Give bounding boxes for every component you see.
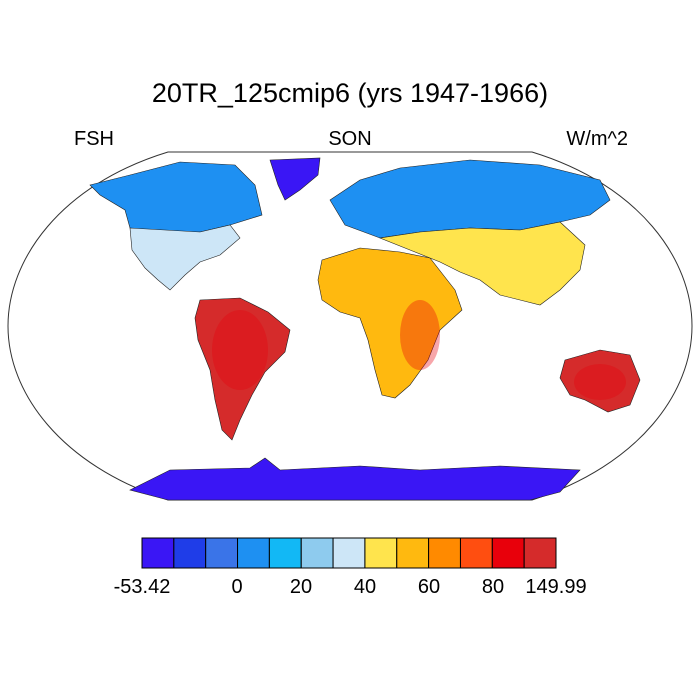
hot-spot-africa-east bbox=[400, 300, 440, 370]
colorbar-swatch-8 bbox=[396, 537, 430, 569]
region-eurasia-south bbox=[378, 221, 586, 306]
map-title: 20TR_125cmip6 (yrs 1947-1966) bbox=[151, 78, 549, 108]
colorbar-swatch-10 bbox=[459, 537, 493, 569]
colorbar-swatch-3 bbox=[237, 537, 270, 569]
season-label: SON bbox=[328, 128, 372, 150]
colorbar-label-5: 60 bbox=[417, 576, 441, 598]
colorbar-swatch-0 bbox=[141, 537, 175, 569]
colorbar-swatch-6 bbox=[332, 537, 366, 569]
colorbar-swatch-4 bbox=[268, 537, 302, 569]
colorbar-label-4: 40 bbox=[353, 576, 377, 598]
colorbar-label-2: 0 bbox=[231, 576, 243, 598]
region-africa bbox=[317, 247, 463, 399]
colorbar-label-1: -53.42 bbox=[113, 576, 171, 598]
colorbar-label-3: 20 bbox=[289, 576, 313, 598]
hot-spot-sa bbox=[212, 310, 268, 390]
units-label: W/m^2 bbox=[566, 128, 628, 150]
region-north-america-south bbox=[129, 224, 241, 291]
region-antarctica bbox=[129, 457, 581, 501]
colorbar-label-6: 80 bbox=[481, 576, 505, 598]
region-south-america bbox=[194, 297, 291, 441]
colorbar-swatch-7 bbox=[364, 537, 398, 569]
colorbar-swatch-9 bbox=[428, 537, 461, 569]
colorbar-swatch-5 bbox=[300, 537, 334, 569]
region-greenland bbox=[269, 157, 321, 201]
colorbar-swatch-1 bbox=[173, 537, 207, 569]
region-australia bbox=[559, 349, 641, 413]
variable-label: FSH bbox=[74, 128, 114, 150]
colorbar-swatch-12 bbox=[523, 537, 557, 569]
colorbar-label-7: 149.99 bbox=[525, 576, 587, 598]
colorbar-swatch-2 bbox=[205, 537, 239, 569]
hot-spot-australia bbox=[574, 364, 626, 400]
colorbar-swatch-11 bbox=[491, 537, 525, 569]
